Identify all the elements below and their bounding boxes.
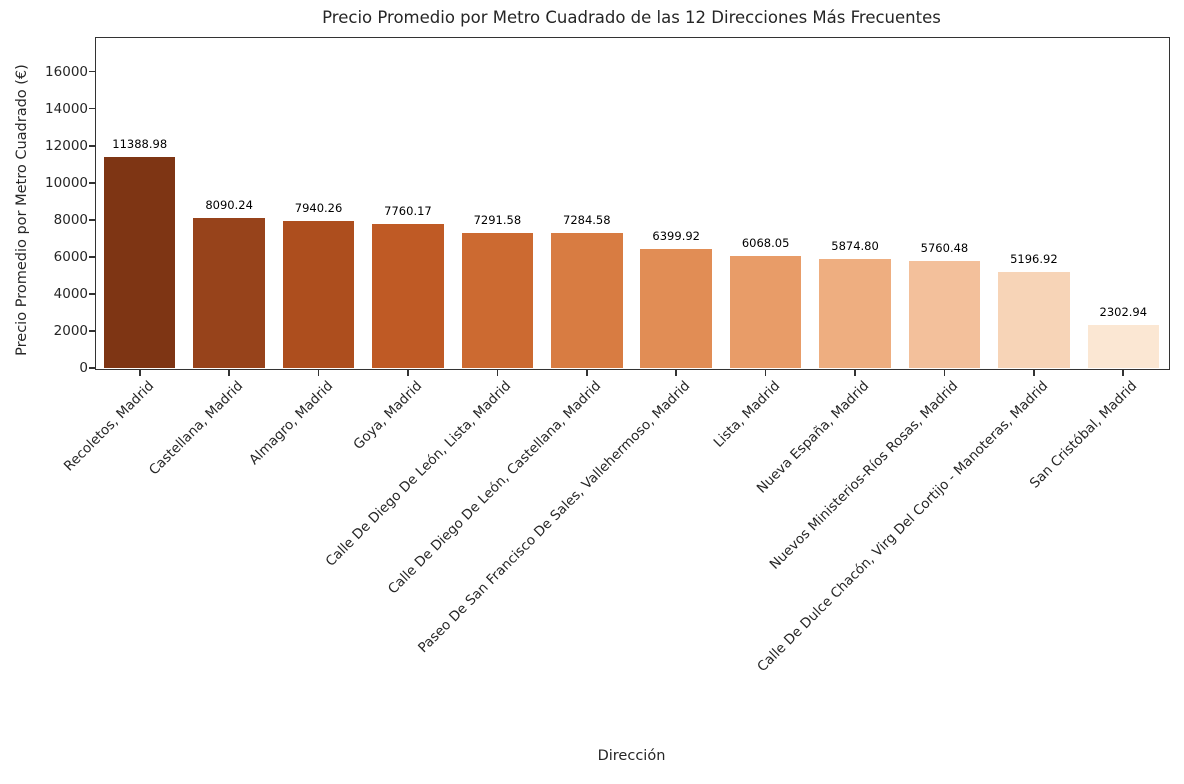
- y-tick-mark: [89, 181, 95, 184]
- y-tick-mark: [89, 293, 95, 295]
- x-tick-mark: [675, 370, 677, 376]
- x-tick-mark: [138, 370, 141, 376]
- y-tick-label: 12000: [45, 137, 88, 154]
- y-tick-mark: [89, 219, 95, 221]
- bar-value-label: 7291.58: [473, 212, 522, 227]
- bar-10: [908, 261, 981, 368]
- x-tick-mark: [496, 370, 499, 376]
- y-tick-label: 2000: [53, 322, 88, 339]
- bar-2: [193, 218, 265, 368]
- y-tick-mark: [89, 330, 95, 332]
- y-tick-label: 10000: [45, 174, 88, 191]
- bar-1: [103, 157, 176, 368]
- bar-value-label: 7760.17: [384, 204, 432, 219]
- bar-value-label: 11388.98: [112, 137, 168, 152]
- bar-3: [282, 220, 355, 368]
- x-tick-mark: [317, 370, 320, 376]
- y-tick-mark: [89, 70, 95, 73]
- y-tick-label: 4000: [53, 285, 88, 302]
- bar-value-label: 5196.92: [1010, 251, 1058, 266]
- bar-value-label: 5874.80: [831, 239, 879, 254]
- x-tick-mark: [1033, 370, 1035, 376]
- y-tick-mark: [89, 256, 95, 258]
- y-tick-mark: [89, 107, 95, 110]
- bar-value-label: 6068.05: [741, 235, 790, 250]
- x-tick-mark: [764, 370, 767, 376]
- plot-area: [95, 37, 1170, 370]
- bar-value-label: 7284.58: [563, 213, 611, 228]
- x-tick-mark: [585, 370, 588, 376]
- y-tick-label: 16000: [45, 63, 88, 80]
- bar-12: [1087, 325, 1160, 368]
- bar-11: [998, 271, 1070, 368]
- x-tick-mark: [1122, 370, 1125, 376]
- bar-value-label: 2302.94: [1099, 305, 1148, 320]
- y-tick-label: 14000: [45, 100, 88, 117]
- y-tick-label: 8000: [53, 211, 88, 228]
- bar-5: [461, 232, 534, 368]
- y-tick-mark: [89, 367, 95, 369]
- y-axis-label: Precio Promedio por Metro Cuadrado (€): [14, 64, 30, 356]
- y-tick-label: 6000: [53, 248, 88, 265]
- x-axis-label: Dirección: [597, 748, 666, 764]
- bar-7: [640, 249, 712, 368]
- bar-4: [372, 224, 444, 368]
- x-tick-mark: [228, 370, 230, 376]
- bar-6: [551, 233, 623, 368]
- bar-value-label: 8090.24: [205, 198, 253, 213]
- bar-value-label: 5760.48: [920, 241, 969, 256]
- bar-9: [819, 259, 891, 368]
- bar-8: [729, 255, 802, 368]
- bar-value-label: 6399.92: [652, 229, 700, 244]
- x-tick-mark: [854, 370, 856, 376]
- chart-title: Precio Promedio por Metro Cuadrado de la…: [322, 8, 941, 27]
- y-tick-mark: [89, 144, 95, 147]
- x-tick-mark: [407, 370, 409, 376]
- x-tick-mark: [943, 370, 946, 376]
- y-tick-label: 0: [79, 360, 88, 376]
- bar-value-label: 7940.26: [294, 200, 343, 215]
- x-tick-label: Castellana, Madrid: [146, 378, 247, 479]
